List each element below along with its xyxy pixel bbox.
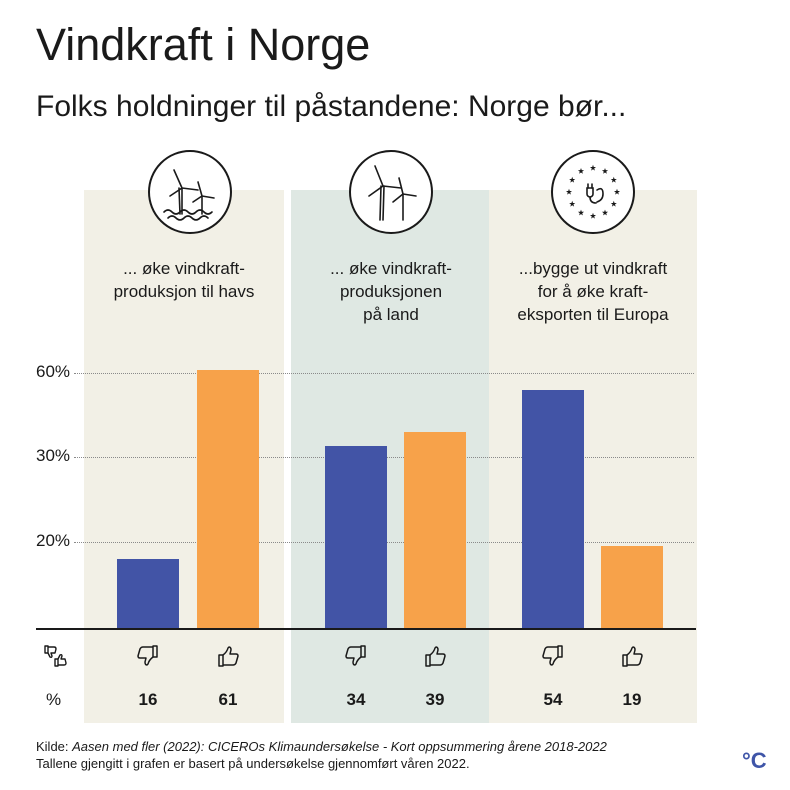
data-label: 19 (622, 690, 642, 709)
offshore-wind-icon (148, 150, 232, 234)
thumbs-down-icon (135, 643, 161, 669)
source-line: Kilde: Aasen med fler (2022): CICEROs Kl… (36, 738, 607, 755)
statement-line: på land (363, 305, 419, 324)
data-label: 16 (138, 690, 158, 709)
data-label: 39 (425, 690, 445, 709)
eu-star (610, 200, 617, 207)
eu-export-icon (551, 150, 635, 234)
gridline (74, 373, 694, 374)
bar-disagree-1 (325, 445, 387, 628)
bar-disagree-2 (522, 389, 584, 628)
thumbs-down-icon (343, 643, 369, 669)
source-prefix: Kilde: (36, 739, 73, 754)
statement-line: for å øke kraft- (537, 282, 649, 301)
chart-subtitle: Folks holdninger til påstandene: Norge b… (36, 90, 627, 123)
cicero-logo: °C (742, 748, 767, 773)
x-axis-baseline (36, 628, 696, 630)
y-tick-label: 20% (36, 531, 71, 550)
eu-star (589, 212, 597, 219)
statement-line: ... øke vindkraft- (123, 259, 245, 278)
thumbs-up-icon (422, 643, 448, 669)
eu-star (610, 176, 617, 183)
data-label: 61 (218, 690, 238, 709)
thumbs-up-icon (215, 643, 241, 669)
source-text: Aasen med fler (2022): CICEROs Klimaunde… (72, 739, 607, 754)
y-tick-label: 60% (36, 362, 71, 381)
y-tick-label: 30% (36, 446, 71, 465)
thumbs-up-icon (619, 643, 645, 669)
statement-line: ...bygge ut vindkraft (518, 259, 668, 278)
onshore-wind-icon (349, 150, 433, 234)
bar-agree-1 (404, 431, 466, 628)
statement-onshore: ... øke vindkraft- produksjonen på land (291, 257, 491, 326)
percent-symbol: % (46, 690, 62, 709)
eu-star (569, 176, 576, 183)
data-label: 34 (346, 690, 366, 709)
statement-line: eksporten til Europa (517, 305, 669, 324)
footer-note: Tallene gjengitt i grafen er basert på u… (36, 756, 470, 771)
eu-star (565, 188, 573, 195)
chart-title: Vindkraft i Norge (36, 19, 371, 70)
statement-line: produksjon til havs (113, 282, 255, 301)
bar-agree-2 (601, 546, 663, 628)
statement-line: ... øke vindkraft- (330, 259, 452, 278)
eu-star (577, 209, 585, 216)
eu-star (613, 188, 621, 195)
bar-agree-0 (197, 370, 259, 628)
footer: Kilde: Aasen med fler (2022): CICEROs Kl… (36, 738, 607, 772)
eu-star (577, 168, 585, 174)
eu-star (589, 164, 597, 171)
bar-disagree-0 (117, 559, 179, 628)
eu-star (569, 200, 576, 207)
thumbs-down-icon (540, 643, 566, 669)
statement-offshore: ... øke vindkraft- produksjon til havs (84, 257, 284, 303)
statement-export: ...bygge ut vindkraft for å øke kraft- e… (493, 257, 693, 326)
eu-star (601, 168, 609, 174)
data-label: 54 (543, 690, 563, 709)
statement-line: produksjonen (339, 282, 443, 301)
thumbs-down-up-icon (42, 643, 68, 669)
eu-star (601, 209, 609, 216)
